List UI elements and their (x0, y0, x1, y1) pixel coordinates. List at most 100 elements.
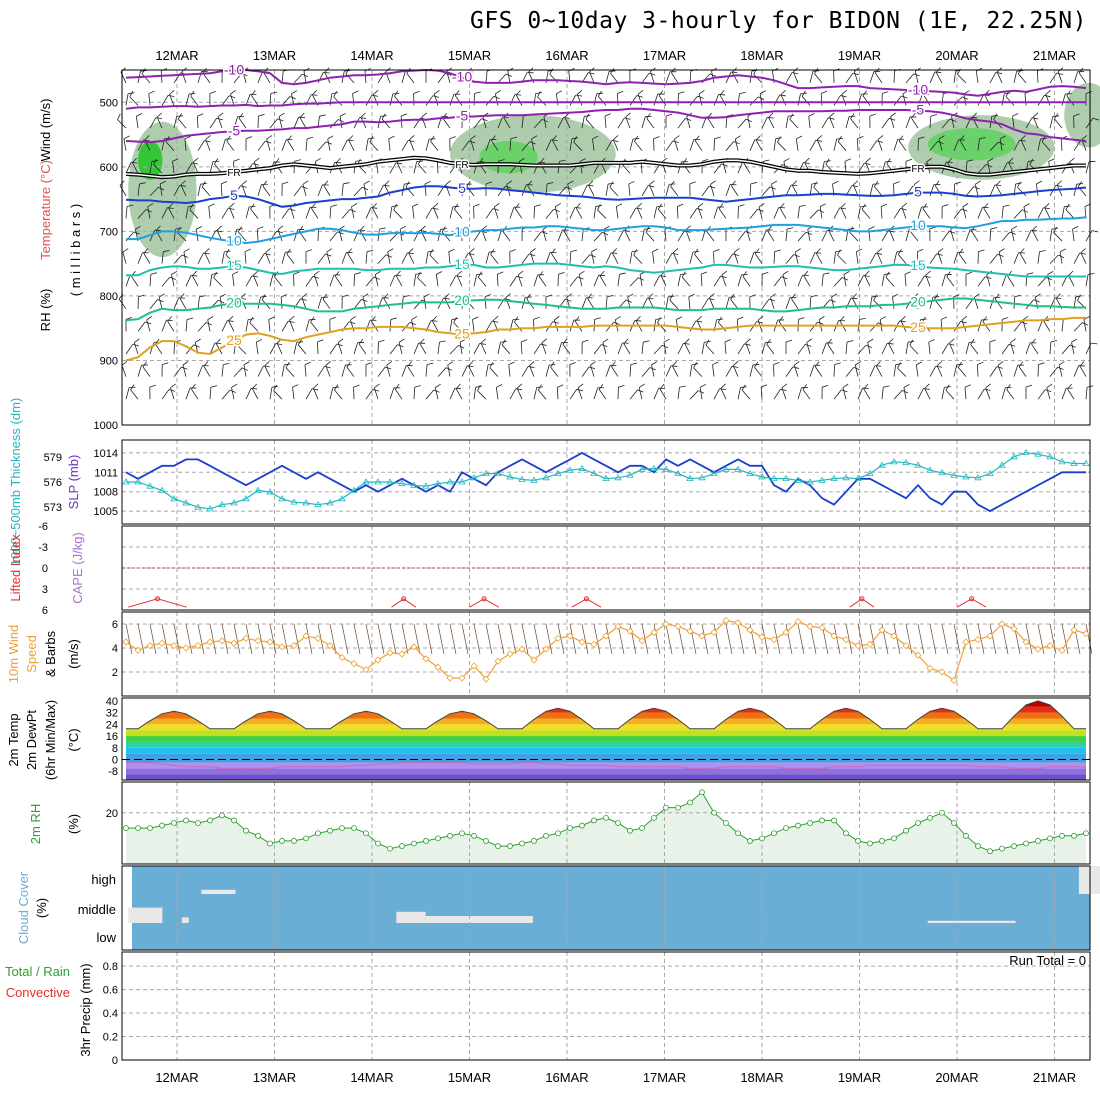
surface-wind-barb (1061, 623, 1069, 655)
wind-barb (556, 384, 564, 400)
wind-barb (856, 136, 864, 151)
wind-barb-staff (470, 139, 475, 151)
wind-barb-flag (862, 387, 869, 389)
wind-barb-staff (782, 274, 787, 287)
wind-barb (977, 388, 991, 400)
wind-barb-staff (605, 296, 608, 309)
isotherm-label: FR (455, 160, 468, 171)
thickness-marker (410, 481, 418, 488)
wind-barb-staff (543, 116, 547, 129)
wind-barb (693, 362, 703, 377)
wind-barb (325, 361, 331, 377)
wind-barb-flag (653, 136, 660, 140)
wind-barb-staff (881, 230, 889, 242)
wind-barb-flag (815, 139, 823, 142)
date-label-bottom: 18MAR (740, 1070, 783, 1085)
wind-speed-marker (458, 674, 466, 682)
wind-barb-staff (901, 207, 907, 219)
wind-barb-staff (795, 138, 799, 151)
wind-barb-flag (1041, 135, 1046, 142)
wind-barb (553, 315, 560, 332)
wind-barb-flag (131, 161, 138, 164)
wind-barb-staff (230, 93, 235, 106)
wind-barb (797, 92, 807, 106)
wind-barb (785, 254, 800, 264)
wind-speed-marker (830, 632, 838, 640)
surface-wind-barb (233, 623, 241, 655)
wind-barb-flag (921, 316, 926, 323)
wind-speed-axis-label: Speed (24, 635, 39, 673)
wind-barb (281, 69, 290, 83)
wind-barb (197, 183, 207, 196)
wind-barb (1073, 113, 1080, 129)
date-label-top: 19MAR (838, 48, 881, 63)
wind-barb (454, 203, 463, 219)
wind-barb (757, 315, 764, 332)
wind-barb-staff (1061, 387, 1067, 400)
wind-barb-staff (1031, 343, 1039, 355)
wind-barb-flag (508, 361, 515, 366)
date-label-top: 20MAR (935, 48, 978, 63)
wind-barb-staff (929, 365, 937, 377)
wind-barb-staff (681, 276, 691, 287)
wind-barb (638, 383, 645, 400)
wind-barb-flag (466, 180, 471, 187)
wind-barb (953, 208, 968, 219)
wind-barb (761, 298, 776, 310)
wind-barb-staff (302, 184, 307, 196)
wind-barb-staff (597, 209, 607, 219)
wind-barb-staff (725, 365, 733, 377)
wind-barb-staff (649, 184, 655, 197)
surface-wind-barb (161, 623, 169, 655)
wind-barb-flag (633, 249, 637, 256)
wind-barb (659, 383, 667, 400)
wind-barb-flag (491, 320, 499, 323)
wind-barb-flag (310, 206, 317, 208)
wind-barb-flag (819, 203, 826, 207)
wind-barb-staff (121, 365, 127, 377)
wind-barb-flag (595, 205, 602, 207)
wind-barb-staff (957, 74, 967, 84)
wind-speed-marker (1010, 625, 1018, 633)
wind-barb (1006, 384, 1015, 400)
rh-marker (915, 820, 921, 826)
rh-marker (927, 814, 933, 821)
isotherm-label: -10 (224, 62, 244, 78)
wind-barb-staff (509, 94, 516, 106)
wind-barb-flag (393, 204, 397, 211)
wind-barb (161, 319, 173, 332)
wind-barb-flag (997, 253, 1004, 257)
wind-barb (816, 135, 823, 151)
wind-barb-staff (761, 342, 766, 355)
wind-barb (485, 363, 495, 377)
wind-barb (161, 389, 176, 400)
rh-marker (291, 838, 297, 844)
thickness-marker (182, 499, 190, 506)
wind-barb-flag (832, 180, 839, 185)
wind-barb-flag (457, 157, 464, 163)
wind-barb-staff (338, 229, 343, 242)
wind-barb (665, 71, 677, 84)
wind-barb-flag (766, 338, 771, 345)
wind-barb (675, 316, 683, 332)
wind-barb (1018, 361, 1027, 377)
wind-barb-flag (249, 316, 254, 323)
wind-barb (797, 317, 805, 332)
wind-barb-staff (986, 274, 991, 287)
wind-barb-staff (407, 366, 415, 377)
lifted-index-tick-label: 6 (42, 605, 48, 617)
wind-barb (861, 203, 871, 219)
wind-barb (269, 118, 284, 129)
wind-barb-flag (509, 249, 516, 253)
wind-barb (1067, 383, 1075, 400)
temperature-color-band (126, 768, 1086, 775)
wind-barb-flag (718, 203, 724, 209)
thickness-marker (1082, 459, 1090, 466)
wind-barb (509, 388, 523, 400)
wind-speed-marker (746, 626, 754, 634)
wind-barb-flag (556, 90, 563, 94)
wind-barb (713, 206, 725, 219)
wind-barb-flag (238, 112, 244, 119)
rh-unit-label: (%) (66, 814, 81, 834)
thickness-marker (278, 495, 286, 502)
